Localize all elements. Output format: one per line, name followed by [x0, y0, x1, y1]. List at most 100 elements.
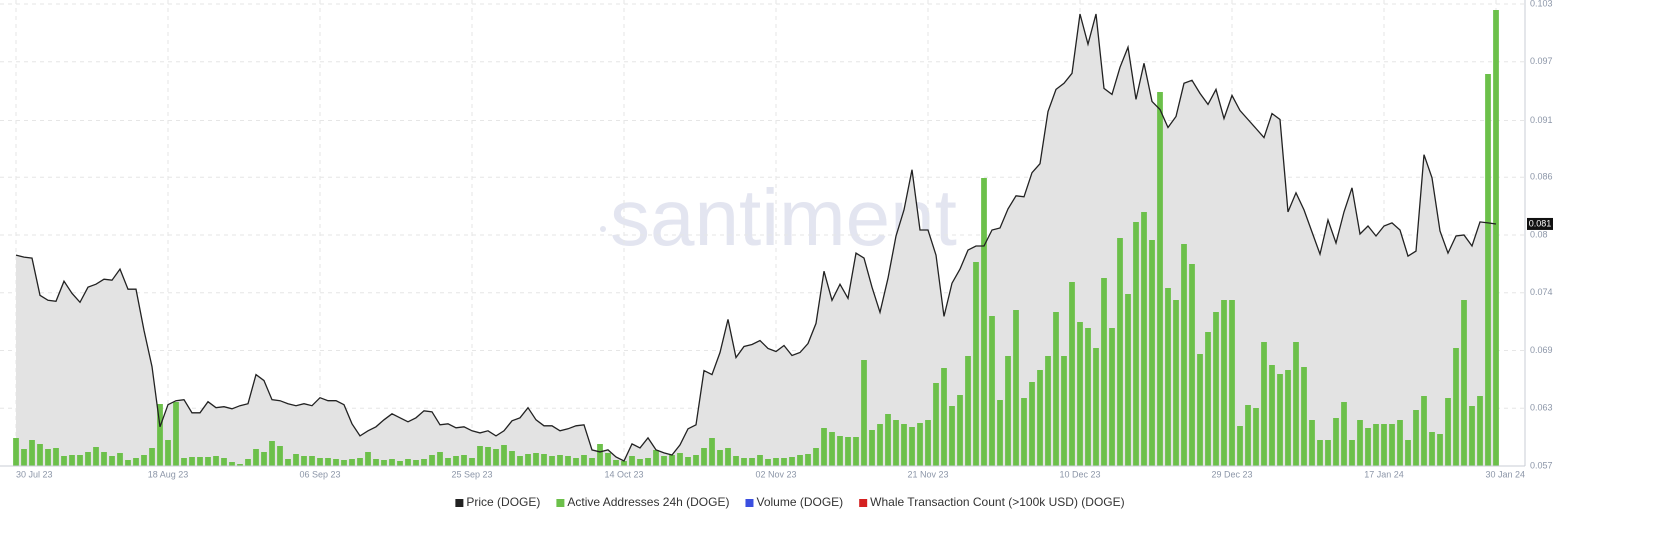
bar	[773, 458, 779, 466]
bar	[1021, 398, 1027, 466]
x-tick-label: 06 Sep 23	[299, 469, 340, 479]
y-tick-label: 0.063	[1530, 403, 1553, 413]
bar	[669, 455, 675, 466]
bar	[269, 441, 275, 466]
bar	[845, 437, 851, 466]
bar	[141, 455, 147, 466]
bar	[469, 458, 475, 466]
x-tick-label: 02 Nov 23	[755, 469, 796, 479]
y-tick-label: 0.074	[1530, 287, 1553, 297]
bar	[1037, 370, 1043, 466]
bar	[1181, 244, 1187, 466]
bar	[541, 454, 547, 466]
bar	[1341, 402, 1347, 466]
bar	[445, 458, 451, 466]
bar	[85, 452, 91, 466]
bar	[1205, 332, 1211, 466]
x-tick-label: 30 Jul 23	[16, 469, 53, 479]
legend-swatch	[859, 499, 868, 507]
bar	[253, 449, 259, 466]
bar	[629, 456, 635, 466]
bar	[373, 459, 379, 466]
bar	[1101, 278, 1107, 466]
price-line	[15, 13, 1497, 462]
bar	[509, 451, 515, 466]
bar	[325, 458, 331, 466]
bar	[1085, 328, 1091, 466]
bar	[1317, 440, 1323, 466]
bar	[429, 455, 435, 466]
legend-swatch	[556, 499, 565, 507]
bar	[573, 458, 579, 466]
bar	[653, 450, 659, 466]
legend-swatch	[455, 499, 464, 507]
bar	[997, 400, 1003, 466]
bar	[597, 444, 603, 466]
x-tick-label: 17 Jan 24	[1364, 469, 1404, 479]
bar	[165, 440, 171, 466]
bar	[637, 459, 643, 466]
bar	[405, 459, 411, 466]
last-price-label: 0.081	[1529, 218, 1552, 228]
bar	[1253, 408, 1259, 466]
bar	[1157, 92, 1163, 466]
bar	[1261, 342, 1267, 466]
bar	[837, 436, 843, 466]
bar	[1493, 10, 1499, 466]
bar	[949, 406, 955, 466]
bar	[1405, 440, 1411, 466]
bar	[1277, 374, 1283, 466]
x-tick-label: 29 Dec 23	[1211, 469, 1252, 479]
bar	[237, 464, 243, 466]
bar	[645, 458, 651, 466]
bar	[1141, 212, 1147, 466]
bar	[309, 456, 315, 466]
bar	[1365, 428, 1371, 466]
bar	[1349, 440, 1355, 466]
bar	[1301, 367, 1307, 466]
y-tick-label: 0.057	[1530, 460, 1553, 470]
bar	[1061, 356, 1067, 466]
bar	[821, 428, 827, 466]
bar	[701, 448, 707, 466]
bar	[1125, 294, 1131, 466]
bar	[1045, 356, 1051, 466]
bar	[1069, 282, 1075, 466]
bar	[357, 458, 363, 466]
legend-label: Whale Transaction Count (>100k USD) (DOG…	[870, 495, 1124, 509]
bar	[93, 447, 99, 466]
bar	[13, 438, 19, 466]
bar	[1077, 322, 1083, 466]
bar	[1005, 356, 1011, 466]
bar	[685, 457, 691, 466]
bar	[661, 456, 667, 466]
bar	[157, 404, 163, 466]
bar	[29, 440, 35, 466]
bar	[197, 457, 203, 466]
bar	[613, 460, 619, 466]
bar	[1429, 432, 1435, 466]
bar	[1149, 240, 1155, 466]
bar	[885, 414, 891, 466]
bar	[877, 424, 883, 466]
bar	[1373, 424, 1379, 466]
bar	[45, 449, 51, 466]
bar	[525, 454, 531, 466]
bar	[853, 437, 859, 466]
bar	[757, 455, 763, 466]
bar	[485, 447, 491, 466]
bar	[317, 458, 323, 466]
bar	[1053, 312, 1059, 466]
bar	[229, 462, 235, 466]
bar	[533, 453, 539, 466]
bar	[1453, 348, 1459, 466]
bar	[493, 449, 499, 466]
bar	[965, 356, 971, 466]
x-tick-label: 21 Nov 23	[907, 469, 948, 479]
bar	[581, 455, 587, 466]
bar	[925, 420, 931, 466]
bar	[1333, 418, 1339, 466]
bar	[245, 459, 251, 466]
bar	[37, 444, 43, 466]
bar	[517, 456, 523, 466]
